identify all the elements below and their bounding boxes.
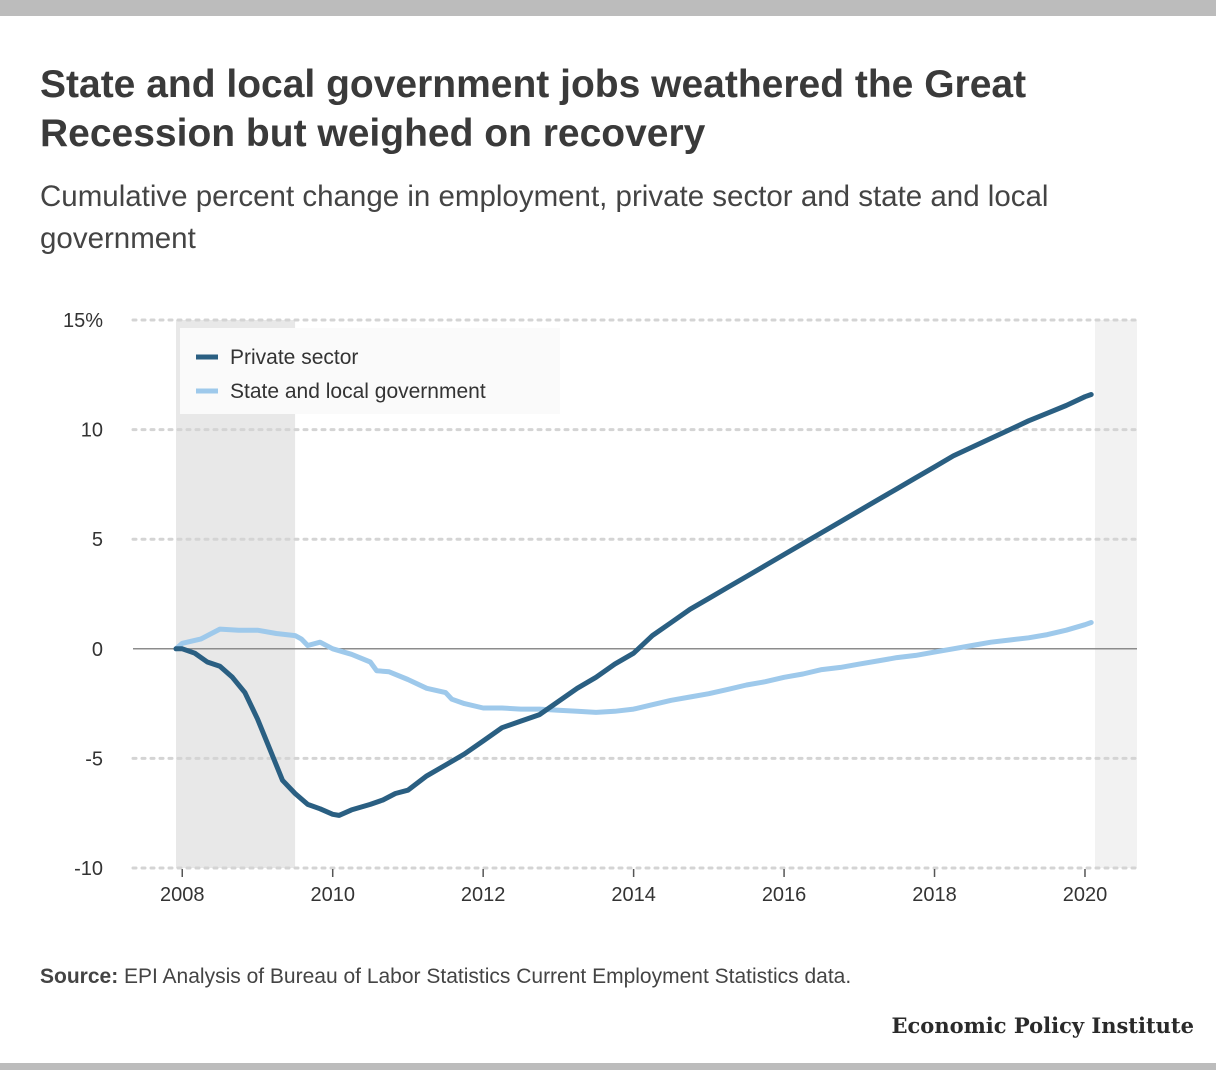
x-tick-label: 2014 bbox=[611, 884, 656, 906]
x-tick-label: 2016 bbox=[762, 884, 807, 906]
recent-period-shading bbox=[1095, 320, 1137, 868]
publisher-logo: Economic Policy Institute bbox=[891, 1013, 1194, 1038]
x-tick-label: 2020 bbox=[1063, 884, 1108, 906]
series-line-private-sector bbox=[173, 392, 1094, 818]
line-chart: 15% 10 5 0 -5 -10 2008 2010 2012 2014 2016 2018 202… bbox=[63, 310, 1139, 906]
source-note: Source: EPI Analysis of Bureau of Labor … bbox=[40, 963, 851, 991]
x-tick-label: 2018 bbox=[912, 884, 957, 906]
y-tick-label: 10 bbox=[81, 420, 103, 442]
y-tick-label: 0 bbox=[92, 639, 103, 661]
x-tick-label: 2010 bbox=[310, 884, 355, 906]
y-tick-label: 15% bbox=[63, 310, 103, 332]
top-border bbox=[0, 0, 1216, 16]
y-tick-label: -5 bbox=[85, 748, 103, 770]
legend-box bbox=[180, 328, 560, 414]
bottom-border bbox=[0, 1063, 1216, 1070]
series-line-state-local-government bbox=[173, 620, 1094, 715]
chart-title: State and local government jobs weathere… bbox=[40, 63, 1027, 155]
x-tick-label: 2012 bbox=[461, 884, 506, 906]
chart-subtitle: Cumulative percent change in employment,… bbox=[40, 180, 1049, 255]
chart-legend: Private sector State and local government bbox=[180, 328, 560, 414]
y-tick-label: -10 bbox=[74, 858, 103, 880]
legend-label: Private sector bbox=[230, 346, 358, 369]
x-tick-label: 2008 bbox=[160, 884, 205, 906]
legend-label: State and local government bbox=[230, 380, 486, 403]
source-text: EPI Analysis of Bureau of Labor Statisti… bbox=[118, 965, 852, 988]
source-label: Source: bbox=[40, 965, 119, 988]
y-tick-label: 5 bbox=[92, 529, 103, 551]
